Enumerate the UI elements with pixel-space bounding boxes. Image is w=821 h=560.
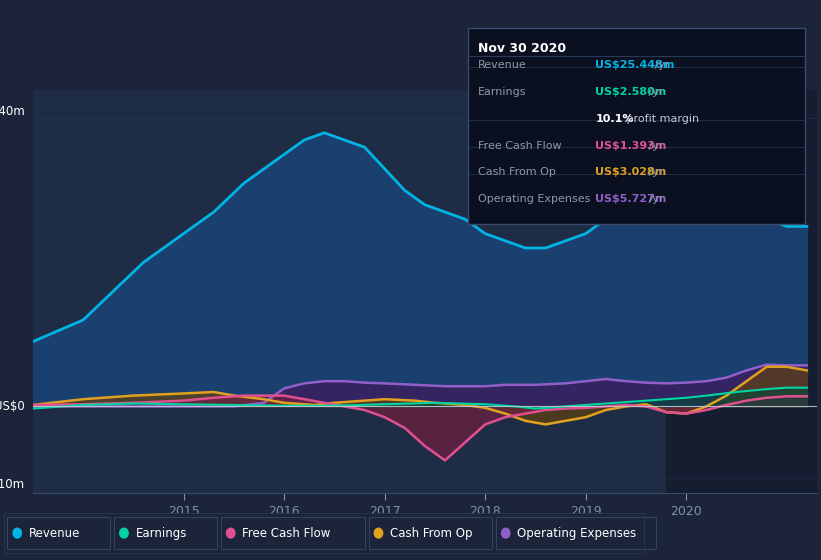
Text: /yr: /yr bbox=[651, 60, 670, 70]
Text: 10.1%: 10.1% bbox=[595, 114, 634, 124]
Text: Cash From Op: Cash From Op bbox=[478, 167, 556, 178]
Text: US$3.028m: US$3.028m bbox=[595, 167, 667, 178]
Text: profit margin: profit margin bbox=[623, 114, 699, 124]
Text: Operating Expenses: Operating Expenses bbox=[517, 526, 636, 540]
Text: -US$10m: -US$10m bbox=[0, 478, 25, 492]
Text: Revenue: Revenue bbox=[29, 526, 80, 540]
Text: US$2.580m: US$2.580m bbox=[595, 87, 667, 97]
Text: /yr: /yr bbox=[645, 167, 664, 178]
Text: Revenue: Revenue bbox=[478, 60, 526, 70]
Text: US$25.448m: US$25.448m bbox=[595, 60, 675, 70]
Text: Free Cash Flow: Free Cash Flow bbox=[478, 141, 562, 151]
Text: US$5.727m: US$5.727m bbox=[595, 194, 667, 204]
Text: Nov 30 2020: Nov 30 2020 bbox=[478, 42, 566, 55]
Text: Earnings: Earnings bbox=[478, 87, 526, 97]
Text: US$40m: US$40m bbox=[0, 105, 25, 118]
Text: US$1.393m: US$1.393m bbox=[595, 141, 667, 151]
Text: /yr: /yr bbox=[645, 141, 664, 151]
Text: Earnings: Earnings bbox=[135, 526, 187, 540]
Text: Free Cash Flow: Free Cash Flow bbox=[242, 526, 331, 540]
Text: US$0: US$0 bbox=[0, 400, 25, 413]
Text: /yr: /yr bbox=[645, 87, 664, 97]
Text: Cash From Op: Cash From Op bbox=[390, 526, 472, 540]
Bar bbox=[666, 90, 817, 493]
Text: Operating Expenses: Operating Expenses bbox=[478, 194, 590, 204]
Text: /yr: /yr bbox=[645, 194, 664, 204]
